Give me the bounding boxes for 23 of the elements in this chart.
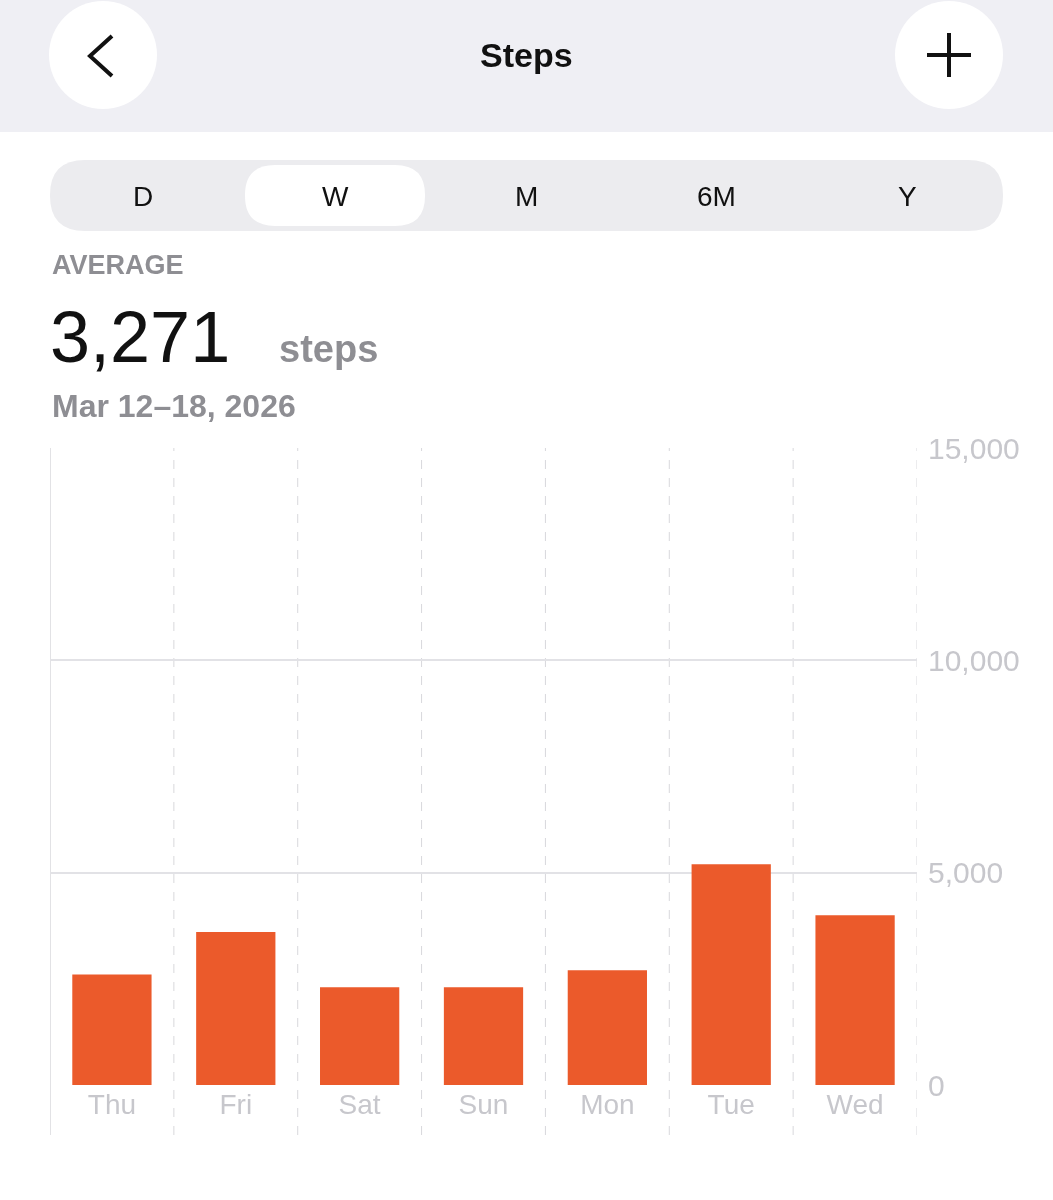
x-tick-label: Tue xyxy=(707,1089,755,1120)
y-tick-label: 0 xyxy=(928,1068,945,1102)
y-tick-label: 15,000 xyxy=(928,431,1020,465)
x-tick-label: Thu xyxy=(87,1089,137,1120)
x-tick-label: Sun xyxy=(458,1089,509,1120)
bar xyxy=(196,932,276,1085)
x-tick-label: Sat xyxy=(338,1089,381,1120)
chart-title: Steps xyxy=(480,36,573,74)
x-tick-label: Mon xyxy=(580,1089,635,1120)
bar xyxy=(320,987,400,1085)
bar xyxy=(815,915,895,1085)
x-tick-label: Fri xyxy=(219,1089,253,1120)
text: steps xyxy=(279,328,379,370)
bar xyxy=(72,974,152,1085)
bar xyxy=(567,970,647,1085)
bar xyxy=(443,987,524,1085)
text: AVERAGE xyxy=(52,250,184,280)
y-tick-label: 10,000 xyxy=(928,643,1020,677)
chart-subtitle: Mar 12–18, 2026 xyxy=(52,388,296,424)
text: 3,271 xyxy=(50,297,231,377)
x-tick-label: Wed xyxy=(826,1089,884,1120)
y-tick-label: 5,000 xyxy=(928,856,1004,890)
bar xyxy=(691,864,771,1085)
